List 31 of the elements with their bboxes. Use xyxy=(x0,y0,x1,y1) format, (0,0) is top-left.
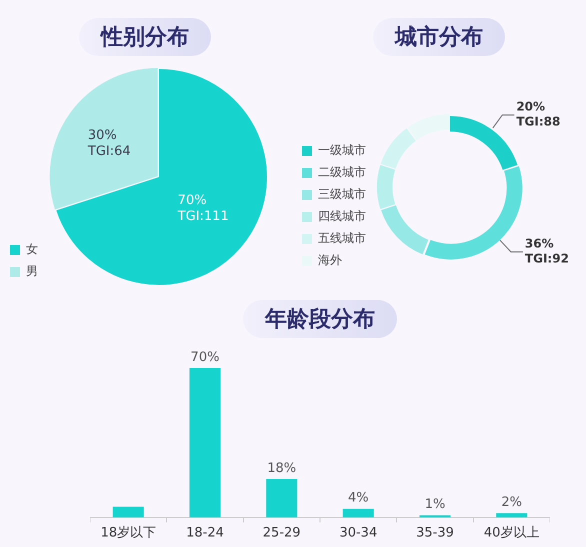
data-label: 4% xyxy=(348,490,369,506)
x-tick-label: 35-39 xyxy=(416,526,454,541)
legend-label: 三级城市 xyxy=(318,187,366,202)
data-label: 2% xyxy=(501,495,522,510)
chart-title: 性别分布 xyxy=(79,18,211,56)
data-label: 30% TGI:64 xyxy=(86,128,131,159)
data-label: 20% TGI:88 xyxy=(516,100,560,129)
legend-label: 二级城市 xyxy=(318,165,366,180)
data-label: 70% TGI:111 xyxy=(176,193,229,224)
data-label: 36% TGI:92 xyxy=(524,236,569,266)
legend-label: 一级城市 xyxy=(318,143,366,158)
data-label: 1% xyxy=(424,497,446,512)
legend-label: 五线城市 xyxy=(318,231,366,246)
chart-title: 城市分布 xyxy=(373,18,505,56)
bar xyxy=(342,508,374,518)
bar xyxy=(112,506,144,518)
bar xyxy=(266,478,298,518)
x-tick-label: 25-29 xyxy=(262,526,301,541)
bar xyxy=(496,513,528,518)
legend-label: 女 xyxy=(26,242,38,256)
bar xyxy=(189,368,221,518)
legend-label: 男 xyxy=(26,264,38,278)
chart-title: 年龄段分布 xyxy=(243,300,397,338)
x-tick-label: 30-34 xyxy=(339,526,378,541)
legend-label: 四线城市 xyxy=(318,209,366,224)
x-tick-label: 18岁以下 xyxy=(100,526,156,541)
x-tick-label: 40岁以上 xyxy=(484,526,540,541)
x-tick-label: 18-24 xyxy=(186,526,224,541)
legend-label: 海外 xyxy=(318,253,342,268)
data-label: 70% xyxy=(190,350,220,365)
data-label: 18% xyxy=(267,460,296,476)
